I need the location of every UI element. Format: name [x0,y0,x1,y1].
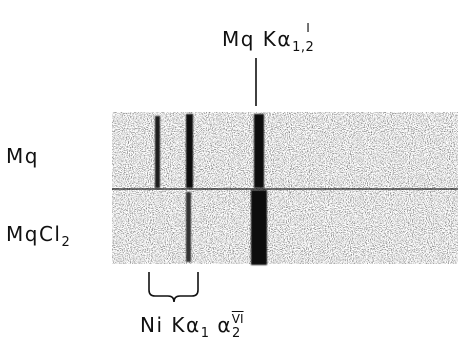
plate-grain [112,112,458,264]
spectral-line-ni-alpha2-lower [186,192,191,262]
bottom-label: Ni Kα1 α2VI [140,313,253,340]
row-label-lower-text: MqCl [6,222,62,246]
top-label-text: Mq Kα [222,27,293,51]
top-label-subscript: 1,2 [292,40,315,55]
row-label-lower: MqCl2 [6,224,70,249]
row-label-lower-subscript: 2 [61,235,71,250]
bottom-label-sub1: 1 [200,326,210,341]
row-label-upper: Mq [6,146,39,166]
bottom-label-sub2: 2 [232,326,241,341]
ni-bracket [148,272,199,303]
bottom-label-superscript: VI [231,312,244,326]
top-label-superscript: I [306,21,310,35]
spectral-line-ni-alpha2-upper [186,114,193,188]
top-label: Mq Kα1,2 I [222,22,318,54]
spectral-line-mq-upper [254,114,264,188]
row-label-upper-text: Mq [6,144,39,168]
bottom-label-alpha: α [217,313,233,337]
bottom-label-text: Ni Kα [140,313,201,337]
spectral-line-mq-lower [251,190,267,265]
spectral-line-ni-alpha1-upper [155,116,160,188]
